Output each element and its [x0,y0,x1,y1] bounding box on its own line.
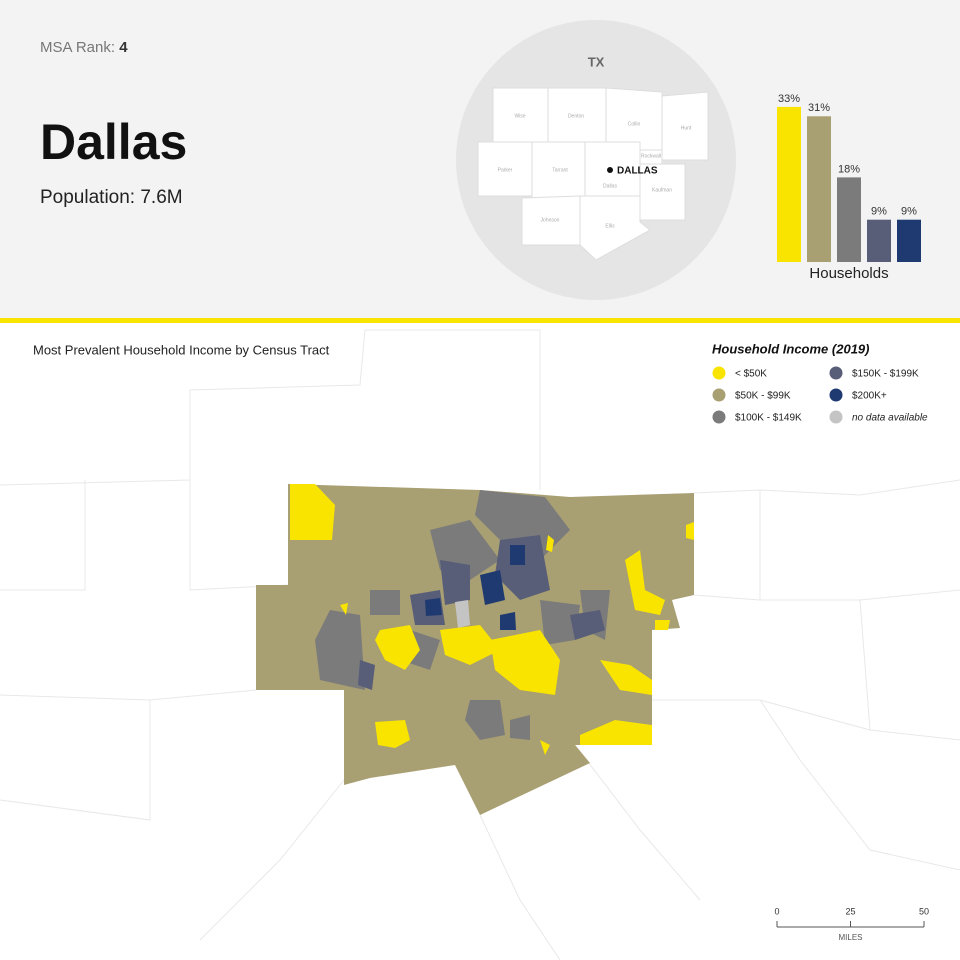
county-label: Tarrant [552,167,568,173]
value-label: 9% [871,206,887,218]
legend-label: no data available [852,413,928,424]
scale-unit: MILES [838,933,862,942]
scale-tick-label: 25 [845,906,855,916]
county-label: Parker [498,167,513,173]
population: Population: 7.6M [40,187,183,208]
legend-label: $200K+ [852,391,887,402]
county-label: Wise [514,113,525,119]
county-label: Dallas [603,183,617,189]
region-map [0,329,960,960]
city-label: DALLAS [617,166,658,177]
legend-swatch [829,366,843,380]
county-label: Ellis [605,223,615,229]
value-label: 31% [808,102,830,114]
legend-title: Household Income (2019) [712,341,869,356]
city-dot [607,167,613,173]
county-label: Hunt [681,125,692,131]
county-label: Kaufman [652,187,672,193]
legend-swatch [829,388,843,402]
bar [897,219,921,262]
divider [0,318,960,323]
state-label: TX [588,54,605,69]
tracts-50k [290,484,694,755]
counties [477,87,709,261]
rank-label: MSA Rank: [40,39,115,56]
scale-tick-label: 50 [919,906,929,916]
value-label: 9% [901,206,917,218]
county-label: Johnson [541,217,560,223]
tract-nodata [455,600,470,628]
county-label: Denton [568,113,584,119]
bar [837,177,861,262]
county-label: Collin [628,121,641,127]
county-label: Rockwall [641,153,661,159]
bar [807,116,831,262]
map-title: Most Prevalent Household Income by Censu… [33,342,330,357]
legend-label: $150K - $199K [852,369,919,380]
x-axis-label: Households [809,265,888,282]
rank: MSA Rank: 4 [40,39,128,56]
bar [777,106,801,263]
legend-swatch [712,388,726,402]
income-map [256,484,694,815]
city-title: Dallas [40,114,187,170]
tracts-200k [425,545,525,630]
legend-label: < $50K [735,369,767,380]
legend-swatch [712,366,726,380]
scale-tick-label: 0 [774,906,779,916]
legend-label: $100K - $149K [735,413,802,424]
bar [867,219,891,262]
locator-map: TX DALLAS Wise Denton Collin Hunt Parker Tarr… [456,20,736,300]
value-label: 33% [778,93,800,105]
legend-swatch [829,410,843,424]
legend-swatch [712,410,726,424]
rank-value: 4 [119,39,128,56]
value-label: 18% [838,163,860,175]
tracts-100k [315,490,610,740]
legend-label: $50K - $99K [735,391,791,402]
